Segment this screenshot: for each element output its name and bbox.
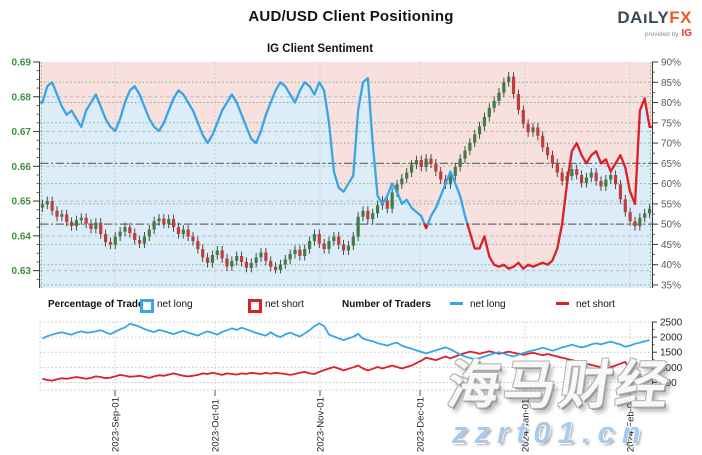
price-tick-label: 0.69	[12, 58, 32, 69]
legend-num-net-long: net long	[470, 299, 506, 310]
dailyfx-logo: DAıLYFX provided by IG	[617, 9, 692, 39]
percent-tick-label: 55%	[661, 199, 681, 210]
date-tick-label: 2023-Nov-01	[316, 397, 327, 452]
net-long-pct-line	[40, 77, 652, 270]
page-title: AUD/USD Client Positioning	[248, 8, 454, 25]
price-tick-label: 0.68	[12, 92, 32, 103]
chart-subtitle: IG Client Sentiment	[266, 43, 374, 55]
shade-above-line	[40, 62, 652, 269]
chart-legend: Percentage of Traders net long net short…	[0, 299, 702, 315]
traders-line-net-long	[42, 322, 650, 361]
percent-tick-label: 65%	[661, 159, 681, 170]
dailyfx-logo-text: DAıLYFX	[617, 8, 692, 27]
date-tick-label: 2023-Oct-01	[211, 399, 222, 452]
date-tick-label: 2024-Jan-01	[521, 399, 532, 452]
percent-tick-label: 35%	[661, 280, 681, 291]
price-tick-label: 0.63	[12, 266, 32, 277]
pct-net-long-marker	[140, 299, 154, 315]
count-tick-label: 500	[660, 378, 677, 389]
percent-tick-label: 60%	[661, 179, 681, 190]
traders-axis: 2500 2000 1500 1000 500	[652, 318, 683, 390]
percent-tick-label: 40%	[661, 260, 681, 271]
net-long-segment	[426, 170, 469, 226]
price-tick-label: 0.66	[12, 162, 32, 173]
ig-logo: IG	[681, 28, 692, 39]
pct-net-short-marker	[248, 299, 262, 315]
main-axes: 0.69 0.68 0.67 0.66 0.65 0.64 0.63 90% 85% 80% 75%…	[12, 58, 682, 292]
number-of-traders-chart: 2500 2000 1500 1000 500 2023-Sep-01 2023-Oct-0…	[39, 318, 683, 452]
percent-tick-label: 50%	[661, 220, 681, 231]
provided-by-ig: provided by IG	[644, 28, 692, 39]
net-long-segment	[40, 77, 426, 226]
date-tick-label: 2023-Dec-01	[416, 397, 427, 452]
percent-tick-label: 80%	[661, 98, 681, 109]
legend-num-net-short: net short	[576, 299, 615, 310]
net-short-segment	[423, 223, 429, 230]
traders-line-net-short	[42, 350, 650, 382]
count-tick-label: 1500	[660, 348, 683, 359]
percent-tick-label: 75%	[661, 118, 681, 129]
percent-tick-label: 90%	[661, 58, 681, 69]
num-net-long-marker	[450, 299, 463, 310]
count-tick-label: 1000	[660, 363, 683, 374]
legend-pct-net-long: net long	[157, 299, 193, 310]
legend-pct-header: Percentage of Traders	[48, 299, 154, 310]
date-tick-label: 2024-Feb-01	[626, 398, 637, 452]
legend-pct-net-short: net short	[265, 299, 304, 310]
price-tick-label: 0.64	[12, 231, 32, 242]
date-tick-label: 2023-Sep-01	[111, 397, 122, 452]
legend-num-header: Number of Traders	[342, 299, 431, 310]
traders-gridlines	[39, 321, 653, 391]
date-labels: 2023-Sep-01 2023-Oct-01 2023-Nov-01 2023-De…	[111, 390, 637, 452]
price-tick-label: 0.65	[12, 197, 32, 208]
num-net-short-marker	[556, 299, 569, 310]
main-gridlines	[40, 62, 652, 288]
count-tick-label: 2000	[660, 333, 683, 344]
sentiment-price-chart: 0.69 0.68 0.67 0.66 0.65 0.64 0.63 90% 85% 80% 75%…	[12, 58, 682, 292]
percent-tick-label: 45%	[661, 240, 681, 251]
percent-tick-label: 70%	[661, 139, 681, 150]
percent-tick-label: 85%	[661, 78, 681, 89]
price-tick-label: 0.67	[12, 127, 32, 138]
candlestick-layer	[40, 72, 652, 274]
count-tick-label: 2500	[660, 318, 683, 329]
net-short-segment	[466, 97, 652, 270]
sentiment-shading	[40, 62, 652, 288]
